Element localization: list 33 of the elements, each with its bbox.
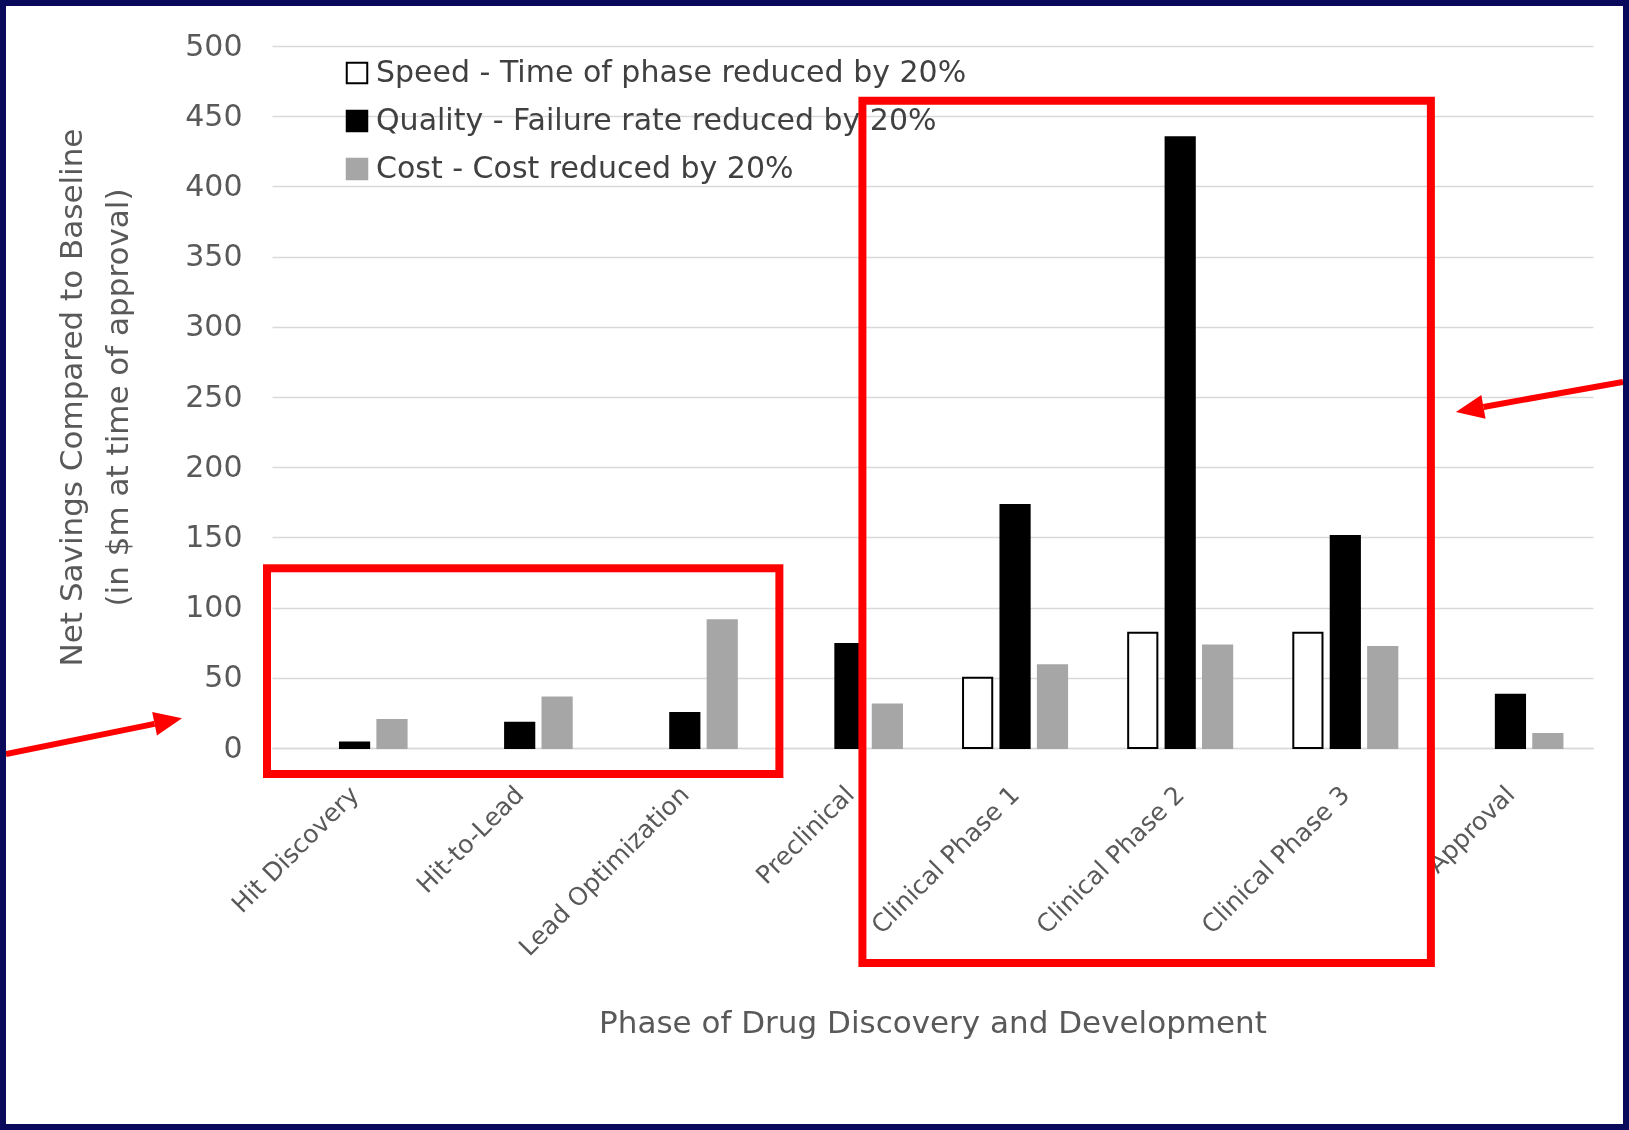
legend-label: Cost - Cost reduced by 20%: [376, 150, 794, 185]
y-tick-label: 350: [185, 238, 243, 274]
bar: [1127, 631, 1159, 749]
y-tick-label: 150: [185, 518, 243, 554]
bar: [1164, 136, 1196, 749]
y-tick-label: 300: [185, 308, 243, 344]
y-tick-label: 50: [204, 659, 243, 695]
y-tick-label: 400: [185, 167, 243, 203]
bar: [338, 741, 371, 749]
y-tick-label: 250: [185, 378, 243, 414]
y-tick-label: 0: [223, 729, 243, 765]
bar: [1532, 732, 1564, 749]
bar: [541, 696, 573, 749]
y-tick-label: 450: [185, 97, 243, 133]
bar: [376, 718, 408, 749]
legend-label: Speed - Time of phase reduced by 20%: [376, 54, 967, 89]
bar: [962, 676, 994, 749]
y-tick-label: 200: [185, 448, 243, 484]
y-tick-label: 500: [185, 27, 243, 63]
bar: [999, 504, 1031, 749]
bar: [1036, 664, 1069, 749]
bar: [669, 711, 701, 749]
bar: [1202, 644, 1234, 749]
y-tick-label: 100: [185, 589, 243, 625]
bar: [706, 619, 738, 749]
bar: [871, 703, 903, 749]
bar: [1292, 631, 1324, 749]
bar: [1329, 535, 1361, 749]
x-axis-title: Phase of Drug Discovery and Development: [599, 1003, 1267, 1040]
bar: [1494, 693, 1527, 749]
bar: [504, 721, 536, 749]
y-axis-title: Net Savings Compared to Baseline (in $m at time of approval): [53, 128, 136, 667]
bar: [1367, 645, 1399, 749]
